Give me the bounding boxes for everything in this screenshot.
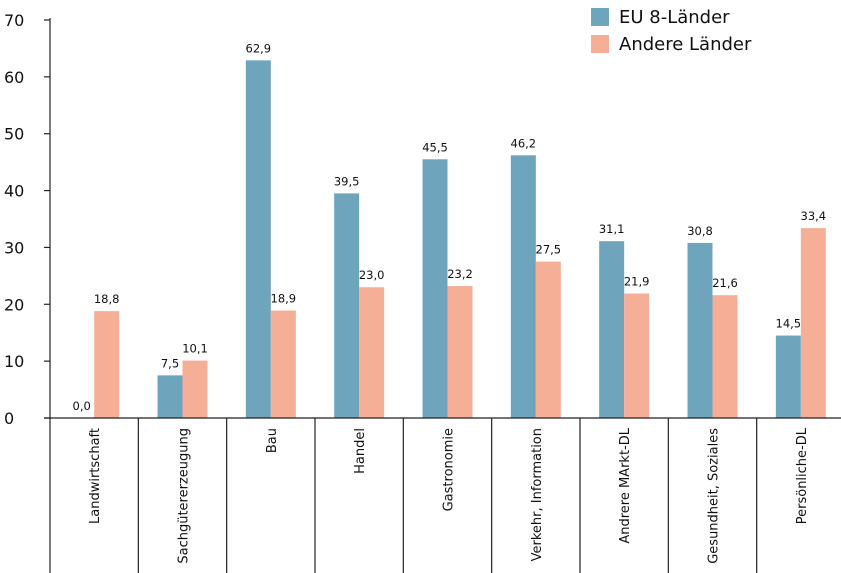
data-label: 21,6 [712, 276, 738, 290]
data-label: 45,5 [422, 140, 448, 154]
bar-andere [94, 311, 120, 418]
bar-andere [712, 295, 738, 418]
data-label: 33,4 [801, 209, 827, 223]
bar-andere [624, 293, 650, 418]
bar-andere [535, 261, 561, 418]
category-label: Handel [353, 428, 368, 474]
bar-eu8 [775, 335, 801, 418]
data-label: 46,2 [511, 136, 537, 150]
bar-andere [800, 228, 826, 418]
axes [44, 18, 841, 573]
category-labels: Landwirtschaft Sachgütererzeugung Bau Hande… [88, 427, 810, 564]
bars [94, 60, 826, 419]
data-label: 31,1 [599, 222, 625, 236]
y-tick-label: 50 [4, 125, 24, 144]
y-axis-ticks: 0 10 20 30 40 50 60 70 [4, 11, 50, 428]
data-label: 18,9 [271, 292, 297, 306]
bar-eu8 [422, 159, 448, 419]
y-tick-label: 10 [4, 352, 24, 371]
y-tick-label: 0 [4, 409, 14, 428]
bar-andere [182, 360, 208, 418]
legend[interactable]: EU 8-Länder Andere Länder [591, 7, 752, 55]
bar-eu8 [157, 375, 183, 418]
legend-label: Andere Länder [619, 34, 752, 55]
legend-swatch [591, 8, 609, 26]
bar-andere [447, 286, 473, 418]
data-label: 0,0 [73, 399, 91, 413]
data-label: 23,2 [447, 267, 473, 281]
bar-andere [270, 310, 296, 418]
category-label: Verkehr, Information [530, 428, 545, 561]
data-label: 10,1 [182, 342, 208, 356]
bar-eu8 [245, 60, 271, 419]
legend-label: EU 8-Länder [619, 7, 730, 28]
bar-eu8 [334, 193, 360, 418]
data-label: 39,5 [334, 174, 360, 188]
y-tick-label: 20 [4, 295, 24, 314]
data-label: 21,9 [624, 274, 650, 288]
legend-swatch [591, 35, 609, 53]
data-labels: 0,0 18,8 7,510,1 62,9 18,9 39,5 23,0 45,5 23,2 46… [73, 41, 827, 413]
category-label: Gastronomie [442, 428, 457, 511]
data-label: 14,5 [776, 317, 802, 331]
bar-eu8 [599, 241, 625, 418]
category-label: Landwirtschaft [88, 428, 103, 524]
data-label: 30,8 [687, 224, 713, 238]
bar-eu8 [510, 155, 536, 418]
data-label: 23,0 [359, 268, 385, 282]
y-tick-label: 40 [4, 182, 24, 201]
data-label: 27,5 [536, 243, 562, 257]
data-label: 7,5 [161, 356, 179, 370]
category-label: Persönliche-DL [795, 427, 810, 524]
data-label: 18,8 [94, 292, 120, 306]
y-tick-label: 70 [4, 11, 24, 30]
y-tick-label: 60 [4, 68, 24, 87]
category-label: Sachgütererzeugung [177, 428, 192, 564]
category-label: Bau [265, 428, 280, 453]
category-label: Gesundheit, Soziales [707, 428, 722, 564]
bar-eu8 [687, 242, 713, 418]
bar-andere [359, 287, 385, 418]
y-tick-label: 30 [4, 238, 24, 257]
data-label: 62,9 [246, 41, 272, 55]
category-label: Andrere MArkt-DL [618, 427, 633, 543]
